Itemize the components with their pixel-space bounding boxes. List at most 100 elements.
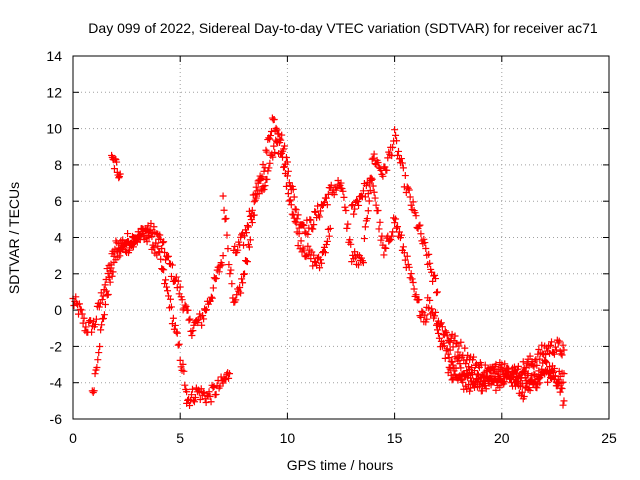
y-axis-label: SDTVAR / TECUs [6, 182, 22, 294]
data-point [409, 279, 417, 286]
x-tick-label: 25 [601, 430, 617, 446]
data-point [278, 149, 286, 157]
data-point [480, 382, 488, 390]
data-point [247, 212, 255, 220]
data-point [359, 259, 367, 267]
data-point [99, 315, 107, 323]
data-point [550, 350, 558, 358]
data-point [380, 251, 388, 259]
data-point [194, 319, 202, 327]
data-point [154, 242, 162, 250]
data-point [238, 275, 246, 283]
data-point [106, 278, 114, 286]
data-point [544, 378, 552, 386]
data-point [372, 201, 380, 209]
data-point [233, 291, 241, 299]
data-point [262, 146, 270, 154]
data-point [100, 311, 108, 319]
data-point [445, 354, 453, 362]
data-point [161, 248, 169, 256]
data-point [180, 367, 188, 375]
data-point [272, 124, 280, 132]
data-point [199, 388, 207, 396]
data-point [410, 285, 418, 293]
data-point [431, 271, 439, 279]
data-point [285, 179, 293, 187]
data-point [135, 231, 143, 239]
data-point [95, 349, 103, 357]
data-point [207, 398, 215, 406]
data-point [461, 344, 469, 352]
data-point [386, 236, 394, 244]
data-point [382, 244, 390, 252]
y-tick-label: 12 [46, 84, 62, 100]
data-point [75, 300, 83, 308]
data-point [207, 293, 215, 301]
data-point [398, 159, 406, 167]
data-point [433, 326, 441, 334]
data-point [412, 291, 420, 299]
data-point [96, 343, 104, 350]
data-point [174, 341, 182, 349]
data-point [91, 320, 99, 328]
data-point [237, 289, 245, 297]
data-point [432, 308, 440, 316]
data-point [150, 223, 158, 231]
data-point [514, 374, 522, 382]
data-point [526, 352, 534, 360]
data-point [267, 132, 275, 140]
data-point [157, 255, 165, 263]
data-point [397, 231, 405, 239]
data-point [433, 289, 441, 297]
data-point [304, 230, 312, 238]
data-point [360, 235, 368, 243]
data-point [280, 163, 288, 171]
data-point [175, 340, 183, 348]
data-point [421, 239, 429, 247]
data-point [350, 210, 358, 218]
data-point [292, 206, 300, 214]
grid [73, 56, 609, 419]
data-point [550, 365, 558, 373]
data-point [392, 215, 400, 223]
data-point [431, 312, 439, 320]
data-point [236, 284, 244, 292]
data-point [492, 360, 500, 368]
data-point [400, 249, 408, 257]
data-point [209, 384, 217, 392]
data-point [288, 182, 296, 190]
data-point [456, 360, 464, 368]
data-point [364, 207, 372, 215]
data-point [285, 197, 293, 205]
data-point [322, 194, 330, 202]
data-point [318, 259, 326, 267]
data-point [374, 206, 382, 214]
data-point [220, 206, 228, 214]
data-point [127, 239, 135, 247]
data-point [177, 293, 185, 301]
data-point [304, 242, 312, 250]
data-point [310, 221, 318, 229]
data-point [107, 264, 115, 272]
data-point [162, 276, 170, 284]
data-point [77, 306, 85, 314]
data-point [92, 315, 100, 323]
data-point [309, 225, 317, 233]
data-point [401, 172, 409, 180]
data-point [191, 393, 199, 401]
data-point [524, 370, 532, 378]
data-point [351, 205, 359, 213]
data-point [292, 219, 300, 227]
data-point [115, 174, 123, 182]
x-tick-label: 0 [69, 430, 77, 446]
data-point [219, 192, 227, 200]
y-tick-label: 14 [46, 48, 62, 64]
data-point [543, 359, 551, 367]
data-point [376, 218, 384, 226]
data-point [482, 367, 490, 375]
data-point [399, 243, 407, 251]
data-point [82, 323, 90, 331]
data-point [492, 386, 500, 394]
data-point [399, 164, 407, 172]
data-point [244, 223, 252, 231]
